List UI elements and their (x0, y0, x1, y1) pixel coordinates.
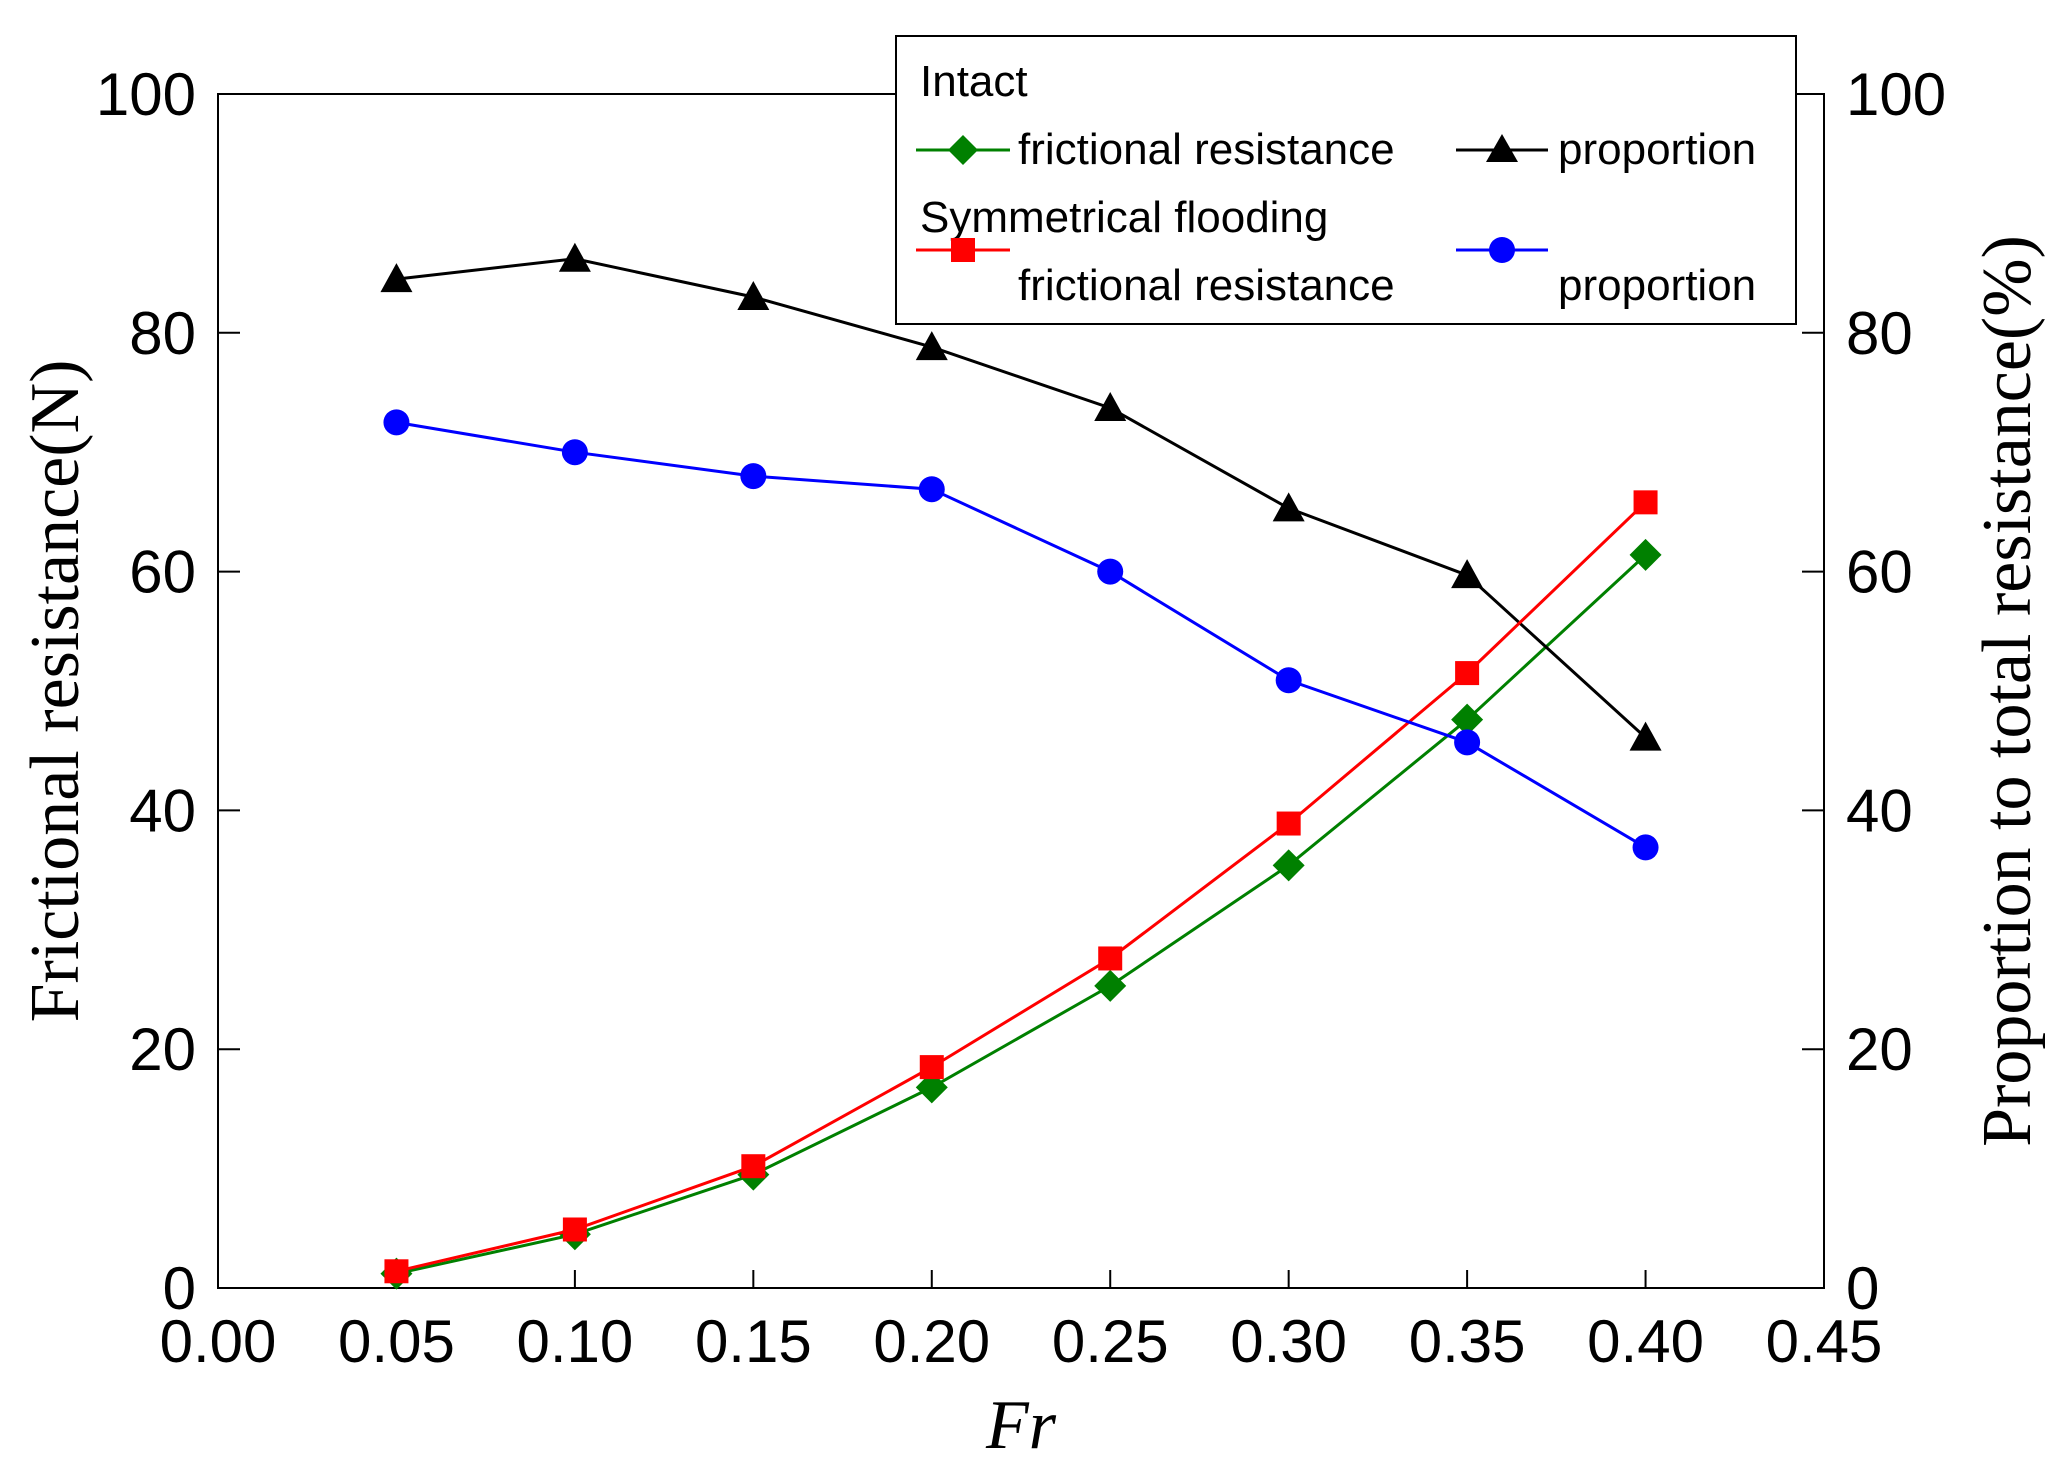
y-left-tick-label: 20 (129, 1016, 196, 1083)
legend-label-intact-frictional: frictional resistance (1018, 125, 1395, 174)
x-tick-label: 0.20 (873, 1308, 990, 1375)
data-point-flood_proportion (1275, 667, 1302, 694)
x-tick-label: 0.40 (1587, 1308, 1704, 1375)
legend-label-intact-proportion: proportion (1558, 125, 1756, 174)
y-axis-right-title: Proportion to total resistance(%) (1969, 235, 2046, 1147)
data-point-flood_frictional (1633, 490, 1658, 515)
legend-item-intact-frictional: frictional resistance (916, 125, 1395, 174)
data-point-flood_frictional (919, 1055, 944, 1080)
y-left-tick-label: 60 (129, 539, 196, 606)
x-tick-label: 0.05 (338, 1308, 455, 1375)
data-point-flood_proportion (383, 409, 410, 436)
data-point-intact_proportion (1451, 559, 1484, 589)
data-point-intact_frictional (1272, 849, 1305, 882)
series-intact_proportion (380, 242, 1662, 751)
y-right-tick-label: 60 (1846, 539, 1913, 606)
data-point-flood_proportion (740, 463, 767, 490)
y-left-tick-label: 100 (96, 61, 196, 128)
data-point-intact_proportion (558, 242, 591, 272)
y-right-tick-label: 100 (1846, 61, 1946, 128)
data-point-intact_proportion (737, 280, 770, 310)
data-point-flood_frictional (1455, 661, 1480, 686)
data-point-flood_frictional (384, 1259, 409, 1284)
data-point-flood_proportion (1632, 834, 1659, 861)
x-tick-label: 0.35 (1409, 1308, 1526, 1375)
x-axis-ticks: 0.00 0.05 0.10 0.15 0.20 0.25 0.30 0.35 0.40 0.45 (160, 1270, 1883, 1375)
data-point-intact_frictional (915, 1071, 948, 1104)
series-line-intact_frictional (396, 553, 1647, 1276)
circle-marker-icon (1489, 237, 1515, 263)
series-intact_frictional (380, 538, 1662, 1290)
data-point-intact_frictional (1629, 538, 1662, 571)
y-right-tick-label: 0 (1846, 1255, 1879, 1322)
data-point-intact_proportion (1272, 492, 1305, 522)
data-point-intact_frictional (1451, 703, 1484, 736)
data-point-flood_frictional (1276, 811, 1301, 836)
y-axis-left-ticks: 0 20 40 60 80 100 (96, 61, 240, 1322)
legend: Intact Symmetrical flooding frictional r… (895, 35, 1797, 325)
data-point-intact_proportion (1629, 721, 1662, 751)
legend-group-flooding-title: Symmetrical flooding (920, 193, 1328, 242)
data-point-intact_proportion (915, 331, 948, 361)
series-flood_proportion (383, 409, 1659, 861)
diamond-marker-icon (948, 135, 978, 165)
series-line-intact_proportion (396, 257, 1647, 739)
series-line-flood_frictional (396, 501, 1647, 1273)
y-left-tick-label: 0 (163, 1255, 196, 1322)
legend-box (895, 35, 1797, 325)
x-tick-label: 0.45 (1766, 1308, 1883, 1375)
y-right-tick-label: 40 (1846, 777, 1913, 844)
y-right-tick-label: 80 (1846, 300, 1913, 367)
data-point-flood_proportion (1097, 558, 1124, 585)
y-right-tick-label: 20 (1846, 1016, 1913, 1083)
x-tick-label: 0.10 (516, 1308, 633, 1375)
x-tick-label: 0.00 (160, 1308, 277, 1375)
data-point-flood_frictional (1098, 946, 1123, 971)
legend-item-flood-proportion: proportion (1456, 237, 1756, 310)
series-line-flood_proportion (396, 420, 1647, 849)
series-layer (380, 242, 1662, 1290)
triangle-marker-icon (1486, 134, 1518, 162)
data-point-flood_proportion (1454, 729, 1481, 756)
y-axis-right-ticks: 0 20 40 60 80 100 (1802, 61, 1946, 1322)
data-point-flood_proportion (561, 439, 588, 466)
data-point-intact_frictional (1094, 969, 1127, 1002)
series-flood_frictional (384, 490, 1658, 1284)
legend-label-flood-frictional: frictional resistance (1018, 261, 1395, 310)
x-tick-label: 0.15 (695, 1308, 812, 1375)
data-point-flood_proportion (918, 476, 945, 503)
data-point-intact_proportion (380, 263, 413, 293)
y-left-tick-label: 40 (129, 777, 196, 844)
legend-item-intact-proportion: proportion (1456, 125, 1756, 174)
y-axis-left-title: Frictional resistance(N) (17, 360, 94, 1023)
x-axis-title: Fr (985, 1387, 1057, 1464)
y-left-tick-label: 80 (129, 300, 196, 367)
legend-group-intact-title: Intact (920, 57, 1028, 106)
x-tick-label: 0.30 (1230, 1308, 1347, 1375)
data-point-intact_proportion (1094, 392, 1127, 422)
data-point-flood_frictional (562, 1217, 587, 1242)
legend-label-flood-proportion: proportion (1558, 261, 1756, 310)
square-marker-icon (951, 238, 975, 262)
data-point-flood_frictional (741, 1154, 766, 1179)
x-tick-label: 0.25 (1052, 1308, 1169, 1375)
legend-item-flood-frictional: frictional resistance (916, 238, 1395, 310)
